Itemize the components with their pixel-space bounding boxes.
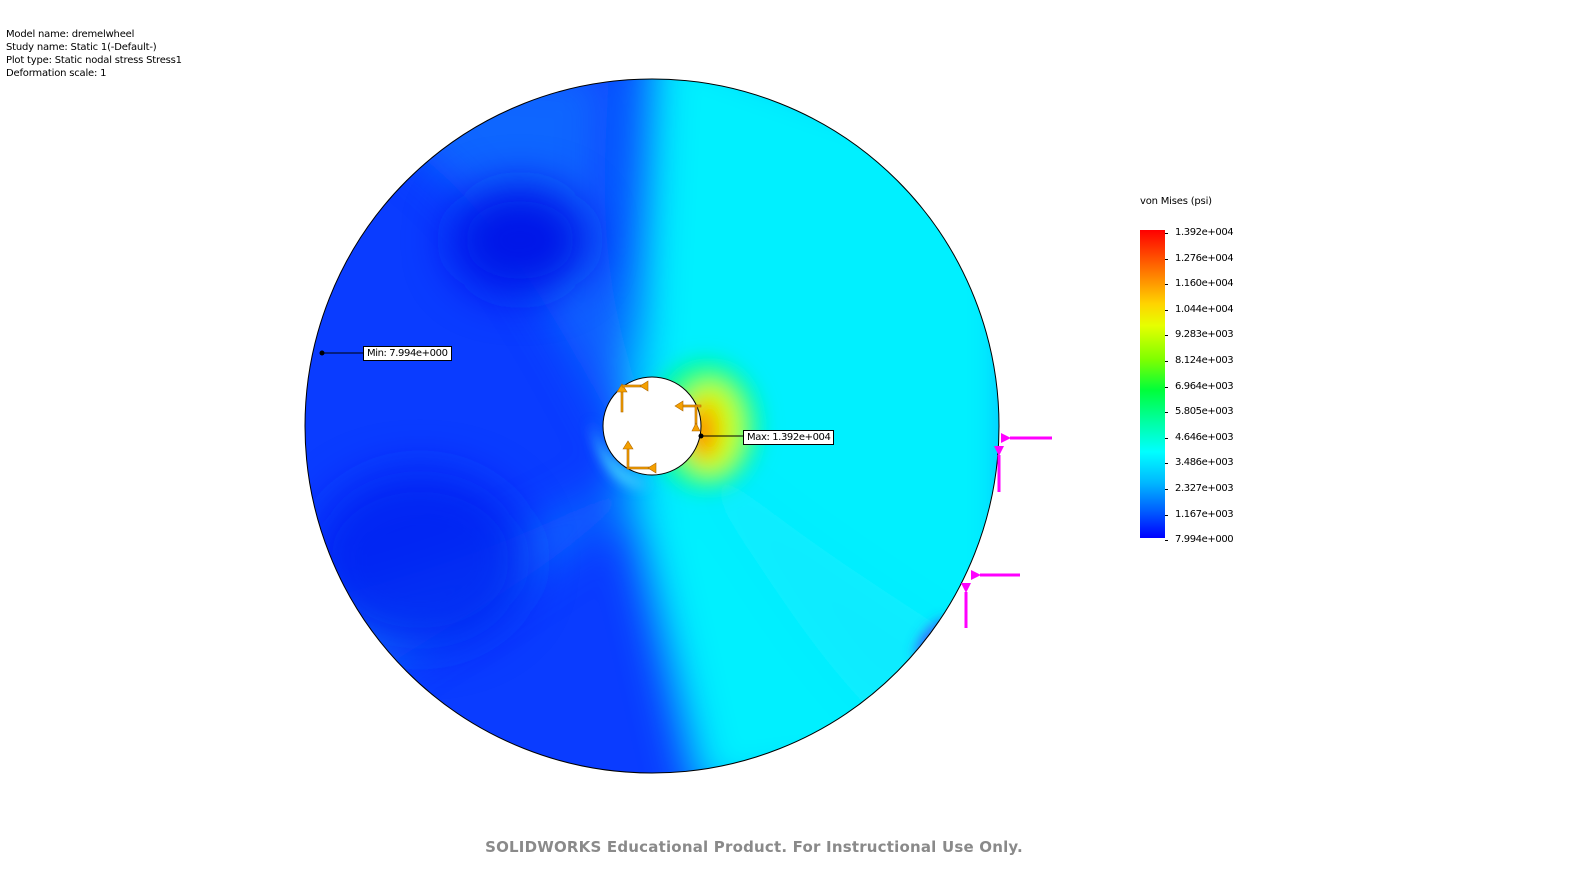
legend-value-label: 9.283e+003 — [1175, 329, 1234, 341]
plot-type-text: Plot type: Static nodal stress Stress1 — [6, 55, 182, 66]
legend-tick — [1165, 386, 1168, 388]
max-leader — [698, 433, 744, 439]
legend-tick — [1165, 412, 1168, 414]
educational-watermark: SOLIDWORKS Educational Product. For Inst… — [485, 838, 1023, 856]
legend-tick — [1165, 540, 1168, 542]
legend-tick — [1165, 489, 1168, 490]
legend-value-label: 1.160e+004 — [1175, 278, 1234, 290]
fixed-geometry-arrow-icon — [622, 440, 657, 474]
legend-value-label: 5.805e+003 — [1175, 406, 1234, 418]
legend-value-label: 4.646e+003 — [1175, 431, 1234, 443]
fixed-geometry-arrow-icon — [616, 380, 649, 413]
deformation-scale-text: Deformation scale: 1 — [6, 68, 107, 79]
legend-value-label: 2.327e+003 — [1175, 483, 1234, 494]
legend-value-label: 1.167e+003 — [1175, 508, 1234, 520]
legend-tick — [1165, 258, 1168, 260]
fixed-geometry-arrow-icon — [674, 400, 702, 432]
legend-value-label: 1.276e+004 — [1175, 252, 1234, 264]
min-stress-label[interactable]: Min: 7.994e+000 — [363, 346, 452, 361]
legend-tick — [1165, 284, 1168, 286]
legend-value-label: 6.964e+003 — [1175, 380, 1234, 392]
force-arrows[interactable] — [961, 433, 1052, 628]
legend-tick — [1165, 361, 1168, 362]
study-name-text: Study name: Static 1(-Default-) — [6, 42, 157, 53]
color-scale-bar[interactable] — [1140, 230, 1165, 538]
legend-value-label: 8.124e+003 — [1175, 355, 1234, 366]
max-stress-label[interactable]: Max: 1.392e+004 — [743, 430, 835, 445]
model-name-text: Model name: dremelwheel — [6, 29, 135, 40]
legend-value-label: 1.044e+004 — [1175, 303, 1234, 315]
plot-info-block: Model name: dremelwheel Study name: Stat… — [6, 28, 182, 80]
legend-tick — [1165, 463, 1168, 465]
legend-tick — [1165, 335, 1168, 337]
min-leader — [319, 350, 364, 356]
legend-tick — [1165, 437, 1168, 439]
wheel-outline — [304, 78, 1000, 774]
wheel-model[interactable] — [305, 20, 1020, 800]
legend-value-label: 7.994e+000 — [1175, 534, 1234, 546]
legend-value-label: 3.486e+003 — [1175, 457, 1234, 469]
legend-title: von Mises (psi) — [1140, 196, 1212, 207]
legend-tick — [1165, 514, 1168, 516]
legend-value-label: 1.392e+004 — [1175, 227, 1234, 238]
legend-tick — [1165, 233, 1168, 234]
fixture-arrows[interactable] — [616, 380, 702, 474]
legend-tick — [1165, 309, 1168, 311]
